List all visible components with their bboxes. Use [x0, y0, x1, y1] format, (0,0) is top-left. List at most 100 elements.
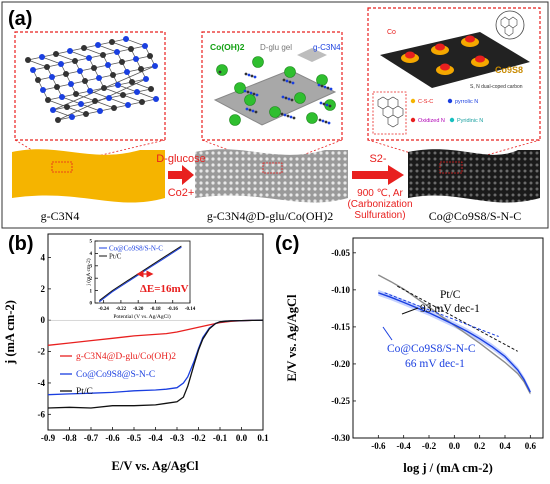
- panel-b-legend: g-C3N4@D-glu/Co(OH)2 Co@Co9S8@S-N-C Pt/C: [60, 351, 176, 397]
- panel-b-xtick-label: -0.9: [41, 433, 56, 443]
- panel-c-axes: [352, 237, 544, 439]
- panel-c-xtick-label: -0.6: [371, 441, 386, 451]
- inset-ytick-label: 0: [90, 302, 93, 307]
- delta-e-annotation: ΔE=16mV: [140, 283, 189, 295]
- panel-b: (b) -0.9 -0.8 -0.7 -0.6 -0.5 -0.4 -0.3 -0.2 -0.1…: [3, 233, 269, 473]
- co-error-band: [378, 289, 531, 395]
- gc3n4-name: g-C3N4: [41, 209, 80, 223]
- svg-text:(Carbonization: (Carbonization: [347, 199, 412, 210]
- graphene-hex-icon: [495, 10, 525, 40]
- svg-text:900 ℃, Ar: 900 ℃, Ar: [357, 188, 403, 199]
- panel-b-xtick-label: -0.6: [105, 433, 120, 443]
- panel-b-series-0: [47, 319, 264, 346]
- co9s8-label: Co9S8: [495, 65, 523, 75]
- gc3n4-small-label: g-C3N4: [313, 43, 341, 52]
- inset-ylabel: j (mA cm-2): [85, 258, 92, 286]
- inset-ytick-label: 2: [90, 277, 93, 282]
- product-sheet: [408, 149, 540, 203]
- panel-c-label: (c): [275, 233, 299, 255]
- panel-b-ytick-label: 2: [41, 284, 46, 294]
- panel-b-inset: -0.24 -0.22 -0.20 -0.18 -0.16 -0.14 0 1 2 3 4 5 Co…: [85, 240, 196, 320]
- panel-c: (c) -0.6 -0.4 -0.2 0.0 0.2 0.4 0.6 -0.05-0.10-…: [275, 233, 544, 475]
- panel-c-xlabel: log j / (mA cm-2): [403, 461, 493, 475]
- panel-b-ytick-label: 4: [41, 253, 46, 263]
- panel-c-ytick-label: -0.10: [331, 285, 350, 295]
- panel-b-ytick-label: -4: [38, 378, 46, 388]
- co-tafel-slope: 66 mV dec-1: [405, 358, 465, 370]
- inset-ytick-label: 4: [90, 252, 93, 257]
- panel-b-xtick-label: 0.0: [236, 433, 248, 443]
- panel-b-ytick-label: -6: [38, 409, 46, 419]
- gc3n4-zoom-box: [14, 31, 166, 141]
- svg-text:pyrrolic N: pyrrolic N: [455, 99, 478, 105]
- panel-c-ylabel: E/V vs. Ag/AgCl: [285, 294, 299, 381]
- panel-b-xtick-label: -0.1: [213, 433, 228, 443]
- inset-xtick-label: -0.16: [168, 307, 179, 312]
- panel-b-xtick-label: -0.7: [84, 433, 99, 443]
- sn-carbon-label: S, N dual-coped carbon: [470, 84, 523, 90]
- panel-b-xtick-label: -0.4: [148, 433, 163, 443]
- composite-zoom-box: Co(OH)2 D-glu gel g-C3N4: [201, 31, 343, 141]
- carbon-sheet: [380, 32, 530, 88]
- panel-c-xtick-label: 0.6: [525, 441, 537, 451]
- panel-c-ytick-label: -0.15: [331, 322, 350, 332]
- svg-text:S2-: S2-: [369, 153, 386, 165]
- legend-gc3n4: g-C3N4@D-glu/Co(OH)2: [76, 351, 176, 362]
- co-annotation-name: Co@Co9S8/S-N-C: [387, 343, 476, 355]
- panel-c-ytick-label: -0.20: [331, 359, 350, 369]
- dglu-label: D-glu gel: [260, 43, 292, 52]
- inset-xtick-label: -0.14: [185, 307, 196, 312]
- panel-c-ytick-label: -0.25: [331, 396, 350, 406]
- co2-label: Co2+: [168, 187, 195, 199]
- dglu-flake: [297, 48, 327, 62]
- svg-text:Sulfuration): Sulfuration): [354, 210, 405, 221]
- inset-x-ticks: -0.24 -0.22 -0.20 -0.18 -0.16 -0.14: [98, 300, 196, 312]
- inset-ytick-label: 1: [90, 289, 93, 294]
- co-oh2-label: Co(OH)2: [210, 42, 245, 52]
- doping-legend: C-S-C pyrrolic N Oxidized N Pyridinic N: [410, 98, 483, 124]
- svg-text:C-S-C: C-S-C: [418, 99, 433, 105]
- panel-b-xtick-label: -0.5: [127, 433, 142, 443]
- arrow-step2: S2- 900 ℃, Ar (Carbonization Sulfuration…: [347, 153, 412, 221]
- panel-b-xtick-label: -0.3: [170, 433, 185, 443]
- gc3n4-sheet: [12, 149, 165, 203]
- ptc-tafel-fit: [397, 285, 518, 352]
- panel-c-xtick-label: 0.0: [449, 441, 461, 451]
- panel-c-xtick-label: -0.2: [422, 441, 437, 451]
- gc3n4-molecular-network: [25, 36, 159, 123]
- panel-b-label: (b): [8, 233, 34, 255]
- inset-ytick-label: 5: [90, 240, 93, 245]
- panel-b-ytick-label: 0: [41, 315, 46, 325]
- inset-y-ticks: 0 1 2 3 4 5: [90, 240, 98, 307]
- panel-c-xtick-label: 0.4: [499, 441, 511, 451]
- ptc-tafel-slope: 93 mV dec-1: [420, 303, 480, 315]
- panel-c-x-ticks: -0.6 -0.4 -0.2 0.0 0.2 0.4 0.6: [371, 435, 536, 451]
- svg-text:D-glucose: D-glucose: [156, 153, 206, 165]
- legend-ptc: Pt/C: [76, 387, 93, 397]
- product-zoom-box: Co Co9S8 S, N dual-coped carbon C-S-C py…: [367, 7, 541, 141]
- inset-xlabel: Potential (V vs. Ag/AgCl): [113, 313, 171, 320]
- co-tafel-fit: [384, 292, 499, 337]
- panel-c-series-1: [378, 292, 531, 393]
- co9s8-particles: [401, 35, 489, 75]
- panel-b-series-2: [47, 319, 264, 409]
- panel-c-xtick-label: 0.2: [474, 441, 486, 451]
- panel-b-xlabel: E/V vs. Ag/AgCl: [112, 459, 199, 473]
- svg-text:Pyridinic N: Pyridinic N: [457, 118, 483, 124]
- inset-xtick-label: -0.18: [150, 307, 161, 312]
- panel-c-curves: [377, 274, 531, 395]
- legend-co-co9s8: Co@Co9S8@S-N-C: [76, 370, 155, 380]
- panel-a-frame: [1, 1, 549, 229]
- co-oh2-spheres: [216, 56, 336, 126]
- co-label: Co: [387, 29, 396, 36]
- ptc-annotation-name: Pt/C: [440, 289, 461, 301]
- svg-text:Oxidized N: Oxidized N: [418, 118, 445, 124]
- inset-legend-ptc: Pt/C: [109, 253, 122, 261]
- inset-ytick-label: 3: [90, 264, 93, 269]
- inset-xtick-label: -0.20: [133, 307, 144, 312]
- composite-sheet: [195, 149, 348, 203]
- panel-c-ytick-label: -0.05: [331, 248, 350, 258]
- inset-xtick-label: -0.22: [116, 307, 127, 312]
- panel-a: (a) Co(OH)2 D-glu gel g-C3N4: [1, 1, 549, 229]
